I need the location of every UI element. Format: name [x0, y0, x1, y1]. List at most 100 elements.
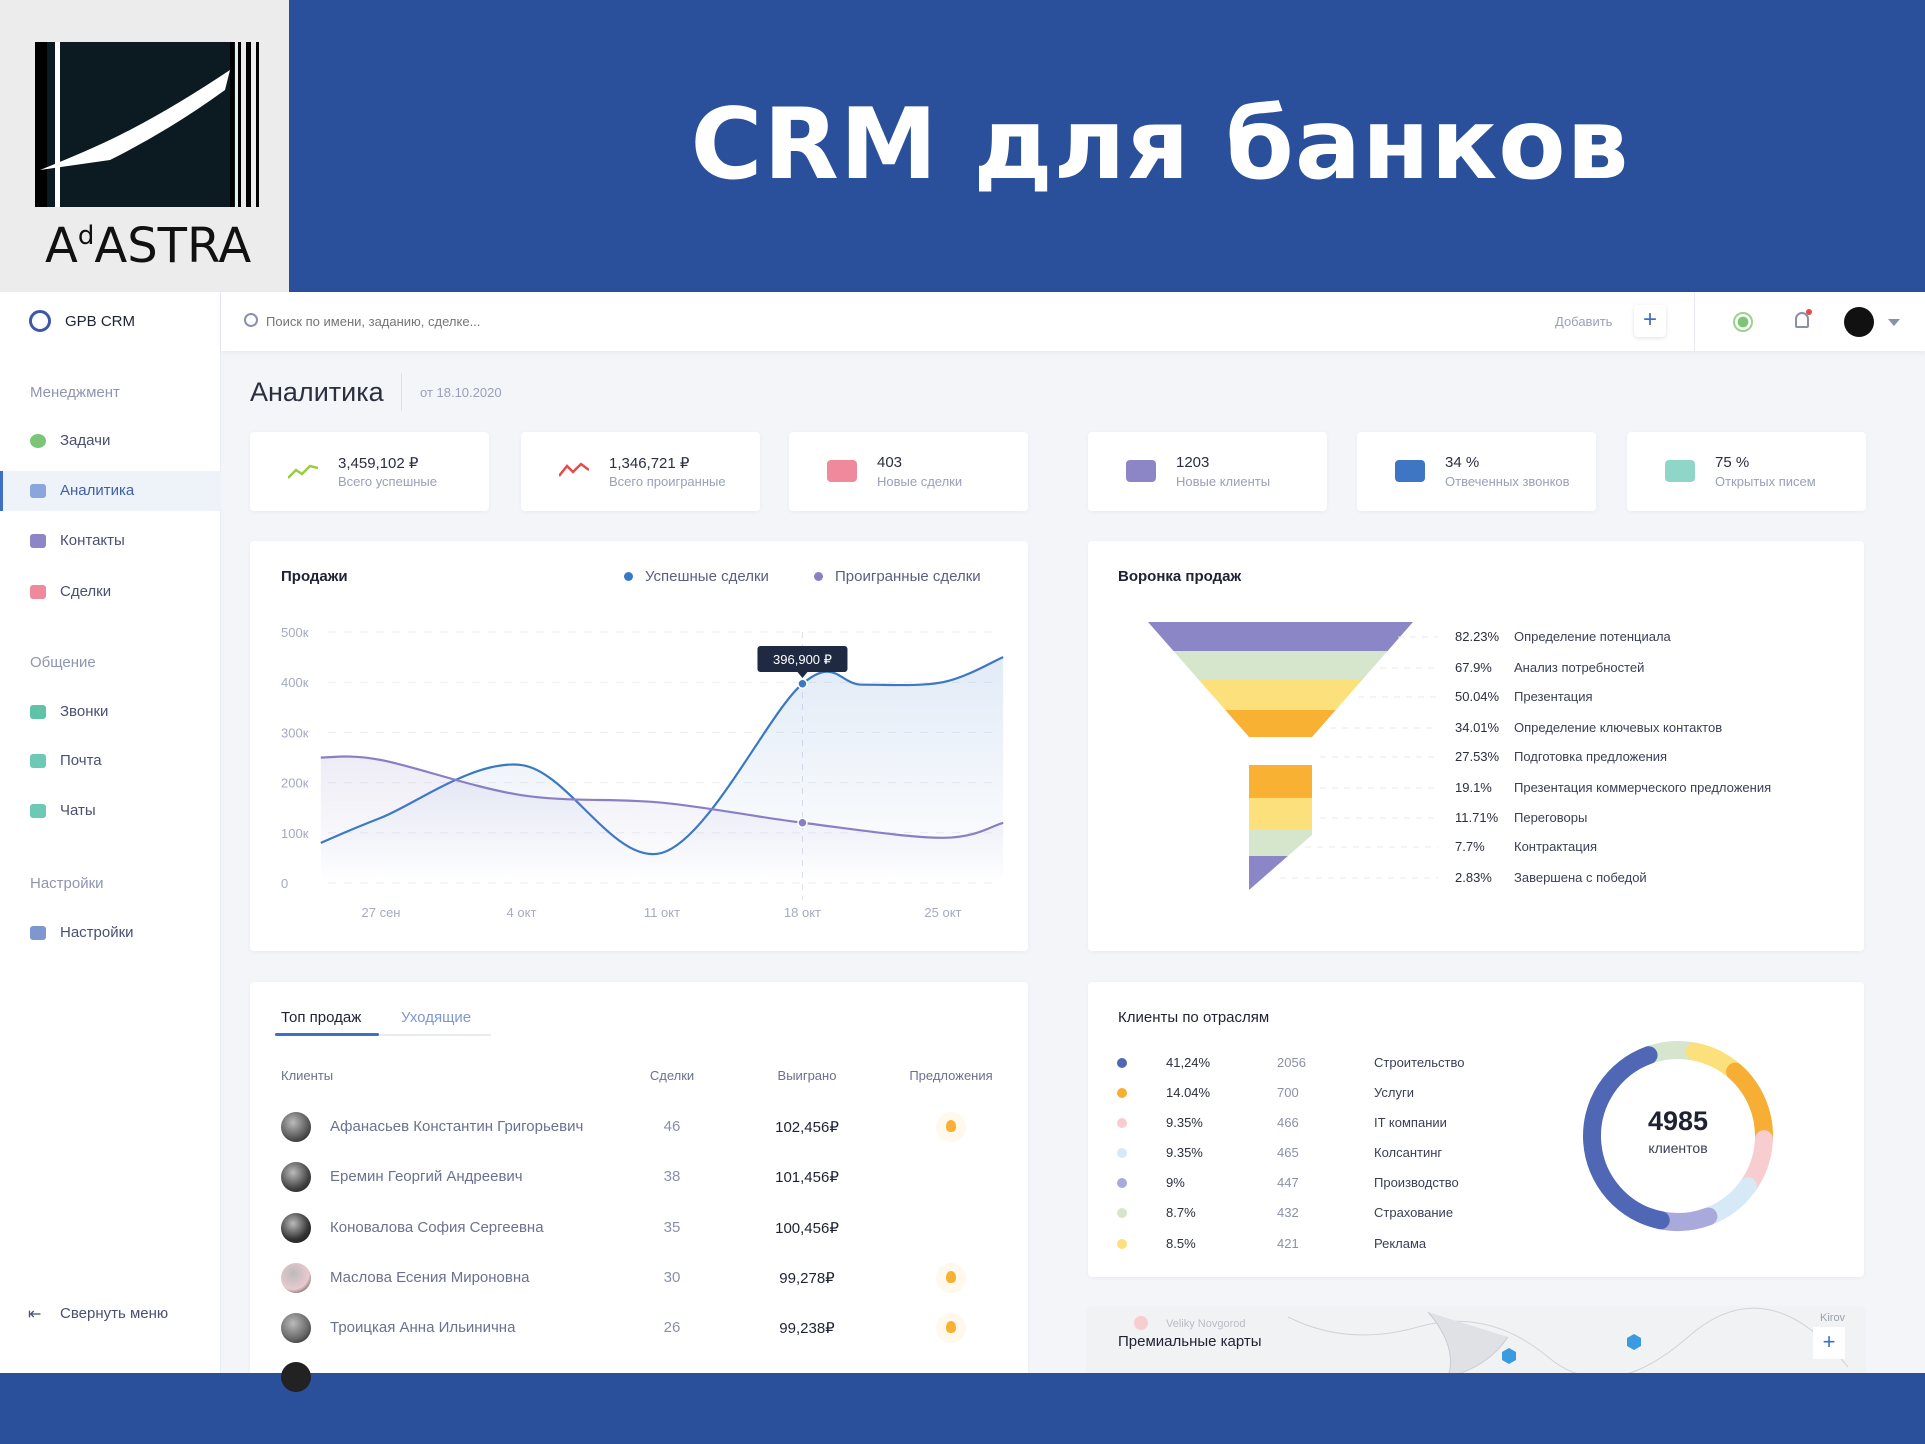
phone-icon	[30, 705, 46, 719]
funnel-stage-pct: 2.83%	[1455, 870, 1492, 885]
deals-count: 26	[663, 1319, 681, 1336]
funnel-stage-label: Переговоры	[1514, 810, 1588, 825]
sidebar-item-label: Задачи	[60, 432, 111, 449]
funnel-title: Воронка продаж	[1118, 568, 1242, 585]
data-point[interactable]	[797, 817, 808, 829]
funnel-band[interactable]	[1140, 798, 1420, 829]
sidebar-item-target[interactable]: Задачи	[0, 421, 221, 461]
x-tick-label: 27 сен	[362, 905, 401, 920]
tooltip-box	[757, 646, 848, 672]
deals-count: 30	[663, 1269, 681, 1286]
client-name[interactable]: Коновалова София Сергеевна	[330, 1219, 544, 1236]
collapse-arrow-icon[interactable]: ⇤	[28, 1306, 42, 1323]
add-button[interactable]: +	[1634, 305, 1666, 337]
legend-dot	[1117, 1178, 1127, 1188]
funnel-band[interactable]	[1140, 622, 1420, 651]
sidebar-item-label: Настройки	[60, 924, 134, 941]
sidebar-item-label: Сделки	[60, 583, 112, 600]
status-online-icon[interactable]	[1733, 312, 1753, 332]
data-point[interactable]	[797, 678, 808, 690]
users-icon	[30, 534, 46, 548]
legend-success[interactable]: Успешные сделки	[645, 568, 769, 585]
series-area	[320, 756, 1004, 883]
map-label-novgorod: Veliky Novgorod	[1166, 1318, 1246, 1330]
header-won: Выиграно	[777, 1068, 837, 1083]
funnel-band[interactable]	[1140, 829, 1420, 856]
sidebar-item-users[interactable]: Контакты	[0, 521, 221, 561]
add-label[interactable]: Добавить	[1555, 314, 1613, 329]
client-name[interactable]: Троицкая Анна Ильинична	[330, 1319, 516, 1336]
map-zoom-in-button[interactable]: +	[1813, 1327, 1845, 1359]
legend-lost[interactable]: Проигранные сделки	[835, 568, 981, 585]
y-tick-label: 100к	[281, 826, 309, 841]
map-marker-icon[interactable]	[1627, 1334, 1641, 1350]
sidebar-item-label: Чаты	[60, 802, 96, 819]
tab-top-sales[interactable]: Топ продаж	[281, 1009, 362, 1026]
gear-icon	[30, 926, 46, 940]
sidebar-section-title: Общение	[30, 654, 96, 671]
funnel-stage-label: Презентация коммерческого предложения	[1514, 780, 1772, 795]
sidebar-item-mail[interactable]: Почта	[0, 741, 221, 781]
y-tick-label: 400к	[281, 675, 309, 690]
grid-icon	[30, 484, 46, 498]
target-icon	[30, 434, 46, 448]
avatar	[281, 1162, 311, 1192]
sidebar-item-label: Почта	[60, 752, 102, 769]
chevron-down-icon[interactable]	[1888, 319, 1900, 326]
tab-leaving[interactable]: Уходящие	[401, 1009, 472, 1026]
client-name[interactable]: Афанасьев Константин Григорьевич	[330, 1118, 584, 1135]
donut-segment[interactable]	[1726, 1062, 1773, 1149]
funnel-stage-label: Контрактация	[1514, 839, 1598, 854]
funnel-band[interactable]	[1140, 679, 1420, 710]
industry-pct: 41,24%	[1166, 1055, 1211, 1070]
sidebar-item-chat[interactable]: Чаты	[0, 791, 221, 831]
industry-label: Реклама	[1374, 1236, 1427, 1251]
industry-label: Производство	[1374, 1175, 1459, 1190]
footer-bar	[0, 1373, 1925, 1444]
sidebar-item-label: Аналитика	[60, 482, 135, 499]
avatar	[281, 1362, 311, 1392]
header-clients: Клиенты	[281, 1068, 334, 1083]
map-marker-icon[interactable]	[1134, 1316, 1148, 1330]
kpi-label: Новые сделки	[877, 474, 963, 489]
sidebar-item-gear[interactable]: Настройки	[0, 913, 221, 953]
user-avatar[interactable]	[1844, 307, 1874, 337]
funnel-stage-label: Определение потенциала	[1514, 629, 1671, 644]
sidebar-item-briefcase[interactable]: Сделки	[0, 572, 221, 612]
donut-segment[interactable]	[1583, 1046, 1670, 1230]
industries-donut	[1583, 1041, 1773, 1231]
tooltip-pointer	[797, 672, 808, 678]
mail-icon	[1665, 460, 1695, 482]
kpi-card: 75 % Открытых писем	[1627, 432, 1866, 511]
funnel-band[interactable]	[1140, 737, 1420, 765]
funnel-stage-pct: 34.01%	[1455, 720, 1500, 735]
collapse-menu-button[interactable]: Свернуть меню	[60, 1305, 169, 1322]
avatar	[281, 1263, 311, 1293]
funnel-band[interactable]	[1140, 651, 1420, 679]
funnel-stage-pct: 82.23%	[1455, 629, 1500, 644]
client-name[interactable]: Еремин Георгий Андреевич	[330, 1168, 523, 1185]
map-marker-icon[interactable]	[1502, 1348, 1516, 1364]
banner	[0, 0, 1925, 292]
search-input[interactable]	[266, 308, 966, 334]
industry-count: 432	[1277, 1205, 1299, 1220]
banner-title: CRM для банков	[690, 88, 1630, 202]
legend-dot	[1117, 1058, 1127, 1068]
funnel-band[interactable]	[1140, 856, 1420, 892]
funnel-band[interactable]	[1140, 710, 1420, 737]
won-amount: 99,278₽	[779, 1270, 835, 1287]
client-name[interactable]: Маслова Есения Мироновна	[330, 1269, 530, 1286]
sidebar-item-label: Звонки	[60, 703, 109, 720]
lightbulb-icon	[946, 1321, 956, 1333]
x-tick-label: 4 окт	[507, 905, 537, 920]
lightbulb-icon	[946, 1120, 956, 1132]
series-line[interactable]	[320, 755, 1004, 839]
trend-down-icon	[558, 460, 590, 482]
bell-icon[interactable]	[1795, 312, 1809, 328]
sidebar-item-phone[interactable]: Звонки	[0, 692, 221, 732]
tabs-track	[275, 1034, 491, 1036]
industry-count: 421	[1277, 1236, 1299, 1251]
funnel-stage-pct: 50.04%	[1455, 689, 1500, 704]
funnel-band[interactable]	[1140, 765, 1420, 798]
sidebar-item-grid[interactable]: Аналитика	[0, 471, 221, 511]
